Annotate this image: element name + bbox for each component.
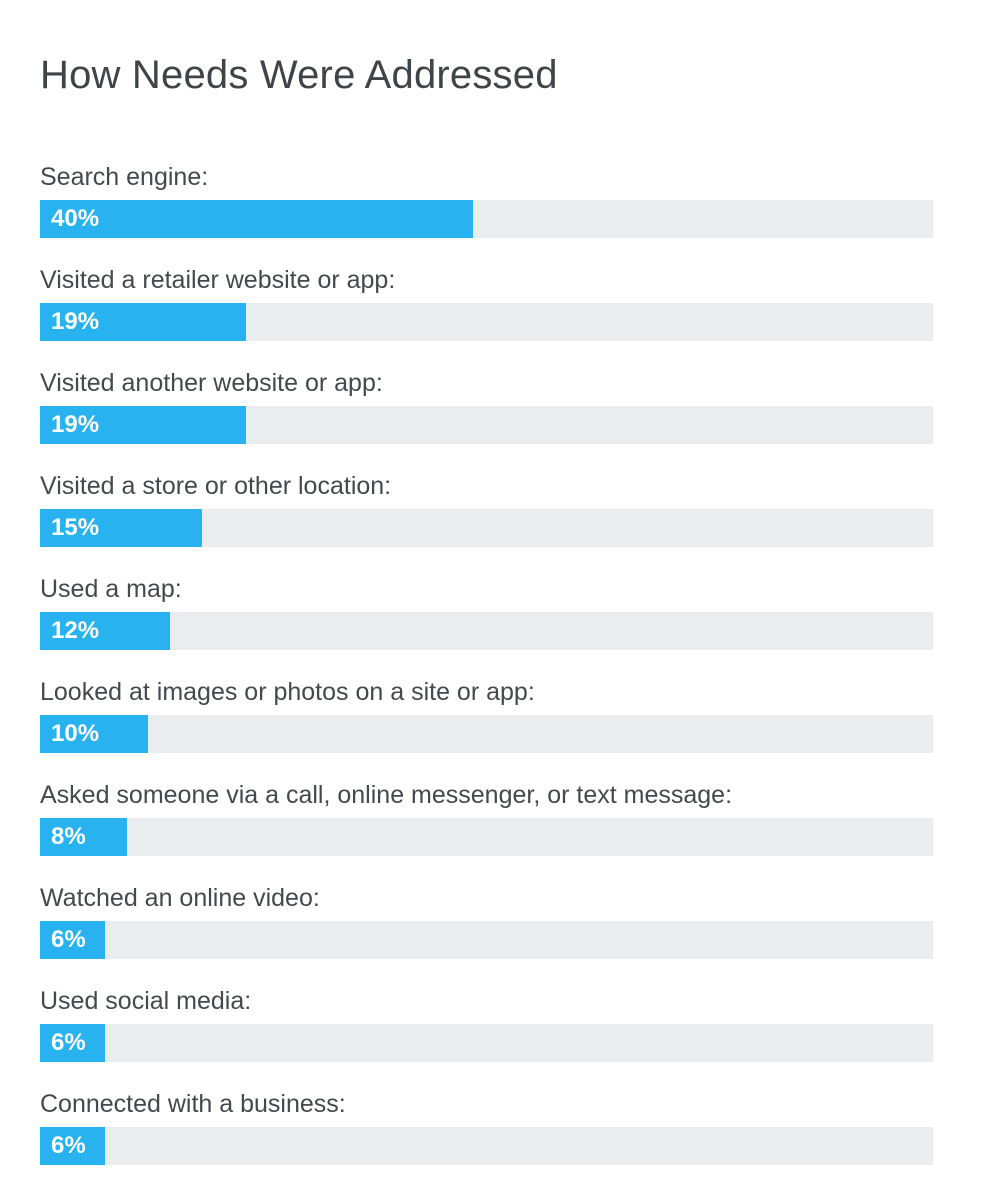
bar-fill: 6% bbox=[40, 1127, 105, 1165]
bar-track: 6% bbox=[40, 1127, 933, 1165]
bar-fill: 40% bbox=[40, 200, 473, 238]
bar-fill: 8% bbox=[40, 818, 127, 856]
bar-row: Search engine: 40% bbox=[40, 164, 933, 238]
bar-list: Search engine: 40% Visited a retailer we… bbox=[40, 164, 933, 1165]
bar-value-label: 15% bbox=[51, 514, 100, 541]
bar-value-label: 6% bbox=[51, 1029, 86, 1056]
bar-value-label: 19% bbox=[51, 411, 100, 438]
bar-row: Watched an online video: 6% bbox=[40, 885, 933, 959]
bar-category-label: Visited another website or app: bbox=[40, 369, 383, 397]
bar-category-label: Looked at images or photos on a site or … bbox=[40, 678, 535, 706]
bar-row: Asked someone via a call, online messeng… bbox=[40, 782, 933, 856]
bar-track: 15% bbox=[40, 509, 933, 547]
bar-track: 12% bbox=[40, 612, 933, 650]
bar-category-label: Used social media: bbox=[40, 987, 252, 1015]
bar-value-label: 6% bbox=[51, 926, 86, 953]
bar-row: Used a map: 12% bbox=[40, 576, 933, 650]
bar-fill: 6% bbox=[40, 1024, 105, 1062]
bar-fill: 6% bbox=[40, 921, 105, 959]
bar-row: Visited a store or other location: 15% bbox=[40, 473, 933, 547]
bar-fill: 15% bbox=[40, 509, 203, 547]
bar-category-label: Watched an online video: bbox=[40, 884, 320, 912]
bar-value-label: 6% bbox=[51, 1132, 86, 1159]
bar-category-label: Visited a retailer website or app: bbox=[40, 266, 396, 294]
bar-fill: 19% bbox=[40, 406, 246, 444]
bar-track: 6% bbox=[40, 921, 933, 959]
bar-track: 8% bbox=[40, 818, 933, 856]
bar-row: Visited a retailer website or app: 19% bbox=[40, 267, 933, 341]
bar-value-label: 40% bbox=[51, 205, 100, 232]
bar-fill: 12% bbox=[40, 612, 170, 650]
bar-fill: 10% bbox=[40, 715, 149, 753]
bar-row: Used social media: 6% bbox=[40, 988, 933, 1062]
bar-row: Connected with a business: 6% bbox=[40, 1091, 933, 1165]
chart-title: How Needs Were Addressed bbox=[40, 53, 558, 97]
bar-track: 19% bbox=[40, 303, 933, 341]
bar-track: 19% bbox=[40, 406, 933, 444]
bar-value-label: 8% bbox=[51, 823, 86, 850]
bar-track: 6% bbox=[40, 1024, 933, 1062]
bar-row: Visited another website or app: 19% bbox=[40, 370, 933, 444]
bar-track: 40% bbox=[40, 200, 933, 238]
bar-fill: 19% bbox=[40, 303, 246, 341]
bar-category-label: Connected with a business: bbox=[40, 1090, 346, 1118]
bar-category-label: Visited a store or other location: bbox=[40, 472, 392, 500]
bar-track: 10% bbox=[40, 715, 933, 753]
bar-category-label: Search engine: bbox=[40, 163, 209, 191]
bar-category-label: Asked someone via a call, online messeng… bbox=[40, 781, 733, 809]
bar-value-label: 10% bbox=[51, 720, 100, 747]
bar-category-label: Used a map: bbox=[40, 575, 182, 603]
bar-row: Looked at images or photos on a site or … bbox=[40, 679, 933, 753]
bar-value-label: 12% bbox=[51, 617, 100, 644]
bar-value-label: 19% bbox=[51, 308, 100, 335]
